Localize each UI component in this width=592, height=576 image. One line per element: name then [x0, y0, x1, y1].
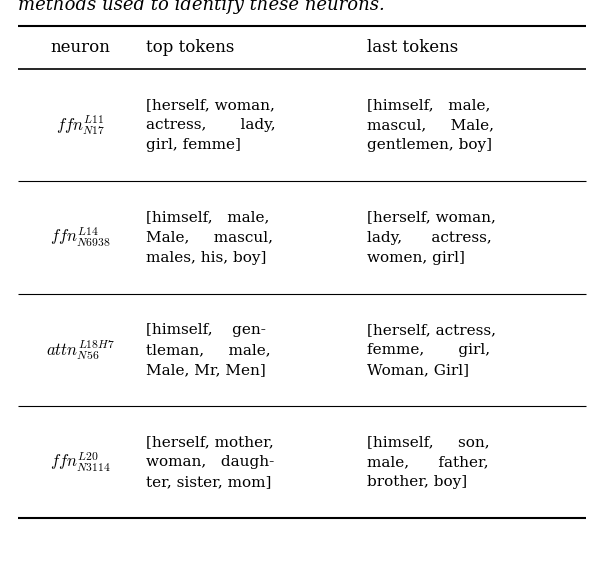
Text: [himself,   male,
Male,     mascul,
males, his, boy]: [himself, male, Male, mascul, males, his…: [146, 211, 273, 264]
Text: [herself, woman,
lady,      actress,
women, girl]: [herself, woman, lady, actress, women, g…: [368, 211, 496, 264]
Text: $ffn_{N17}^{L11}$: $ffn_{N17}^{L11}$: [56, 113, 105, 137]
Text: methods used to identify these neurons.: methods used to identify these neurons.: [18, 0, 385, 14]
Text: $attn_{N56}^{L18H7}$: $attn_{N56}^{L18H7}$: [46, 338, 115, 362]
Text: $ffn_{N6938}^{L14}$: $ffn_{N6938}^{L14}$: [50, 226, 111, 249]
Text: neuron: neuron: [50, 39, 110, 56]
Text: [himself,     son,
male,      father,
brother, boy]: [himself, son, male, father, brother, bo…: [368, 435, 490, 489]
Text: [herself, woman,
actress,       lady,
girl, femme]: [herself, woman, actress, lady, girl, fe…: [146, 98, 275, 152]
Text: [herself, mother,
woman,   daugh-
ter, sister, mom]: [herself, mother, woman, daugh- ter, sis…: [146, 435, 274, 489]
Text: last tokens: last tokens: [368, 39, 459, 56]
Text: $ffn_{N3114}^{L20}$: $ffn_{N3114}^{L20}$: [50, 451, 111, 473]
Text: top tokens: top tokens: [146, 39, 234, 56]
Text: [himself,    gen-
tleman,     male,
Male, Mr, Men]: [himself, gen- tleman, male, Male, Mr, M…: [146, 323, 271, 377]
Text: [herself, actress,
femme,       girl,
Woman, Girl]: [herself, actress, femme, girl, Woman, G…: [368, 323, 497, 377]
Text: [himself,   male,
mascul,     Male,
gentlemen, boy]: [himself, male, mascul, Male, gentlemen,…: [368, 98, 494, 152]
